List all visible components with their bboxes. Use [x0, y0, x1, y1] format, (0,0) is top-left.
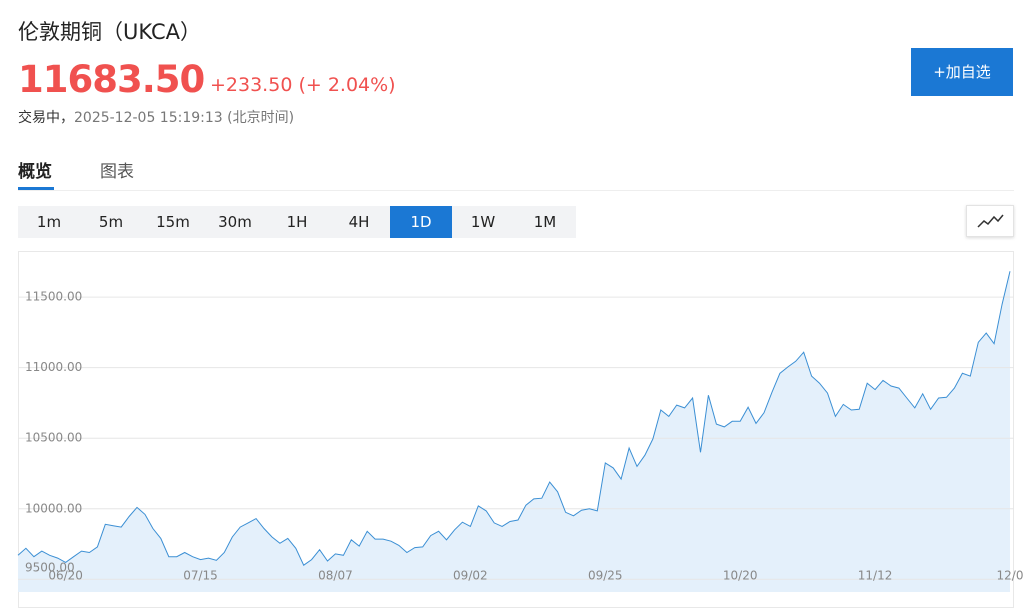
interval-button[interactable]: 15m	[156, 213, 190, 231]
interval-button[interactable]: 1D	[390, 206, 452, 238]
change-abs: +233.50	[210, 74, 293, 96]
tab-indicator	[18, 187, 54, 190]
interval-button[interactable]: 1H	[286, 213, 308, 231]
timestamp: 2025-12-05 15:19:13 (北京时间)	[74, 110, 295, 126]
x-tick-label: 09/25	[588, 569, 623, 583]
x-tick-label: 10/20	[723, 569, 758, 583]
x-tick-label: 06/20	[48, 569, 83, 583]
x-tick-label: 07/15	[183, 569, 218, 583]
price-line	[17, 271, 1011, 566]
line-icon	[977, 214, 1004, 228]
y-tick-label: 11500.00	[25, 290, 82, 304]
tab[interactable]: 概览	[18, 162, 52, 182]
x-tick-label: 11/12	[858, 569, 893, 583]
y-tick-label: 10500.00	[25, 431, 82, 445]
change-pct: (+ 2.04%)	[298, 74, 396, 96]
watch-button[interactable]: +加自选	[911, 48, 1013, 96]
interval-button[interactable]: 4H	[348, 213, 370, 231]
change: +233.50 (+ 2.04%)	[210, 74, 396, 96]
status: 交易中，2025-12-05 15:19:13 (北京时间)	[18, 107, 294, 127]
interval-bar: 1m 5m 15m 30m 1H 4H 1D 1W 1M	[18, 206, 576, 238]
interval-button[interactable]: 1W	[470, 213, 496, 231]
interval-button[interactable]: 1M	[533, 213, 557, 231]
chart-style-button[interactable]	[966, 205, 1014, 237]
x-tick-label: 08/07	[318, 569, 353, 583]
y-tick-label: 9500.00	[25, 561, 75, 575]
title: 伦敦期铜（UKCA）	[18, 20, 202, 44]
y-tick-label: 10000.00	[25, 501, 82, 515]
tab-divider	[18, 190, 1014, 191]
interval-button[interactable]: 1m	[36, 213, 62, 231]
price: 11683.50	[18, 58, 205, 101]
interval-button[interactable]: 30m	[218, 213, 252, 231]
area-fill	[18, 271, 1010, 592]
tab[interactable]: 图表	[100, 162, 134, 182]
x-tick-label: 09/02	[453, 569, 488, 583]
y-tick-label: 11000.00	[25, 360, 82, 374]
interval-button[interactable]: 5m	[98, 213, 124, 231]
x-tick-label: 12/0	[997, 569, 1024, 583]
status-text: 交易中，	[18, 110, 74, 126]
